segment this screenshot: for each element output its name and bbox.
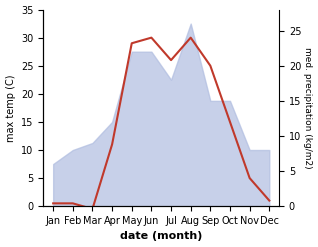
- Y-axis label: med. precipitation (kg/m2): med. precipitation (kg/m2): [303, 47, 313, 169]
- Y-axis label: max temp (C): max temp (C): [5, 74, 16, 142]
- X-axis label: date (month): date (month): [120, 231, 203, 242]
